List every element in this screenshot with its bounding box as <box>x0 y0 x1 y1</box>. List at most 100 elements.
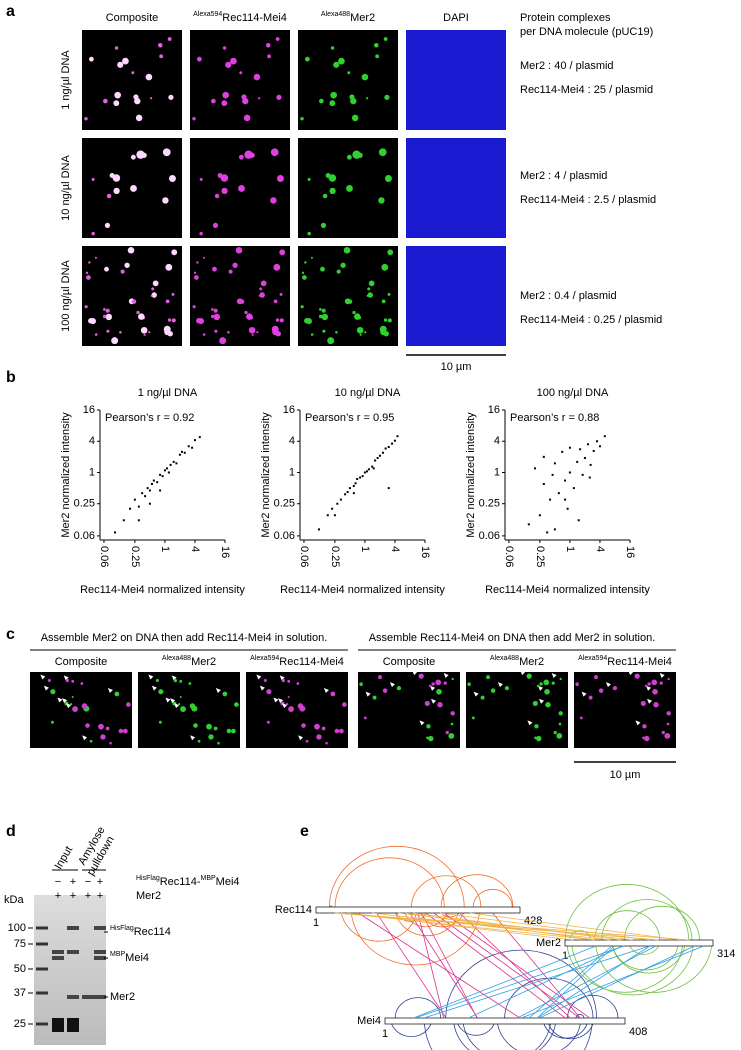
arrowhead <box>256 674 262 680</box>
fluorescent-spot <box>443 681 447 685</box>
y-tick-label: 4 <box>289 435 295 447</box>
fluorescent-spot <box>536 684 540 688</box>
fluorescent-spot <box>270 197 277 204</box>
marker-label: 50 <box>14 963 26 975</box>
fluorescent-spot <box>103 308 106 311</box>
fluorescent-spot <box>220 174 229 182</box>
fluorescent-spot <box>551 681 555 685</box>
fluorescent-spot <box>138 313 145 320</box>
point <box>588 476 591 479</box>
ladder-band <box>36 991 48 995</box>
fluorescent-spot <box>428 735 434 742</box>
arrowhead <box>605 682 611 688</box>
fluorescent-spot <box>310 256 313 259</box>
crosslink-arc <box>334 857 445 908</box>
protein-name: Mer2 <box>536 937 561 949</box>
arrowhead <box>57 697 63 703</box>
point <box>137 505 140 508</box>
fluorescent-spot <box>238 185 245 192</box>
fluorescent-spot <box>359 682 363 687</box>
fluorescent-spot <box>296 682 300 685</box>
point <box>579 448 582 451</box>
point <box>553 462 556 465</box>
fluorescent-spot <box>307 231 311 236</box>
micrograph <box>358 672 460 748</box>
x-tick-label: 0.06 <box>98 546 110 567</box>
fluorescent-spot <box>321 313 329 321</box>
crosslink <box>413 945 597 1019</box>
point <box>167 471 170 474</box>
fluorescent-spot <box>288 706 294 713</box>
fluorescent-spot <box>343 246 351 254</box>
fluorescent-spot <box>367 287 371 291</box>
x-tick-label: 1 <box>159 546 171 552</box>
arrowhead <box>66 703 72 709</box>
crosslink-arc <box>328 845 465 908</box>
fluorescent-spot <box>305 739 309 743</box>
fluorescent-spot <box>226 728 232 734</box>
fluorescent-spot <box>375 54 380 59</box>
crosslink-arc <box>472 889 513 908</box>
fluorescent-spot <box>426 724 431 729</box>
fluorescent-spot <box>275 318 280 322</box>
fluorescent-spot <box>467 682 471 687</box>
condition-sign: + <box>85 890 91 902</box>
point <box>333 514 336 517</box>
x-axis-label: Rec114-Mei4 normalized intensity <box>280 584 445 596</box>
residue-end: 314 <box>717 948 735 960</box>
fluorescent-spot <box>136 310 140 315</box>
fluorescent-spot <box>653 702 659 708</box>
chart-title: 100 ng/µl DNA <box>537 387 609 399</box>
column-header: DAPI <box>443 12 469 24</box>
marker-label: 100 <box>8 922 26 934</box>
y-axis-label: Mer2 normalized intensity <box>260 412 272 538</box>
fluorescent-spot <box>267 54 272 59</box>
fluorescent-spot <box>114 46 119 50</box>
fluorescent-spot <box>196 261 199 264</box>
y-tick-label: 16 <box>283 404 295 416</box>
arrowhead <box>430 685 436 691</box>
arrowhead <box>581 691 587 697</box>
fluorescent-spot <box>84 116 88 121</box>
residue-end: 408 <box>629 1026 647 1038</box>
fluorescent-spot <box>257 97 261 100</box>
crosslink <box>537 945 651 1019</box>
fluorescent-spot <box>259 292 265 298</box>
fluorescent-spot <box>450 722 454 726</box>
fluorescent-spot <box>131 299 137 304</box>
fluorescent-spot <box>157 43 163 48</box>
fluorescent-spot <box>365 97 369 100</box>
fluorescent-spot <box>532 700 538 707</box>
crosslink-arc <box>456 1017 496 1036</box>
fluorescent-spot <box>418 673 424 679</box>
point <box>331 507 334 510</box>
gel-band <box>67 1018 79 1032</box>
fluorescent-spot <box>559 677 562 681</box>
arrowhead <box>278 698 284 704</box>
fluorescent-spot <box>208 734 214 740</box>
fluorescent-spot <box>225 61 232 68</box>
gel-band <box>52 956 64 960</box>
fluorescent-spot <box>212 266 217 272</box>
fluorescent-spot <box>171 292 175 296</box>
arrowhead <box>40 674 46 680</box>
fluorescent-spot <box>273 299 278 304</box>
point <box>152 479 155 482</box>
point <box>542 455 545 458</box>
fluorescent-spot <box>335 330 338 334</box>
crosslink-arc <box>440 874 514 908</box>
fluorescent-spot <box>85 723 90 728</box>
fluorescent-spot <box>177 703 181 706</box>
crosslink <box>517 945 657 1019</box>
fluorescent-spot <box>329 100 336 107</box>
arrowhead <box>171 675 177 681</box>
point <box>191 446 194 449</box>
micrograph <box>574 672 676 748</box>
point <box>187 445 190 448</box>
x-axis-label: Rec114-Mei4 normalized intensity <box>485 584 650 596</box>
x-tick-label: 16 <box>219 546 231 558</box>
crosslink <box>528 945 613 1019</box>
fluorescent-spot <box>173 678 178 683</box>
crosslink <box>521 945 705 1019</box>
fluorescent-spot <box>244 150 253 159</box>
